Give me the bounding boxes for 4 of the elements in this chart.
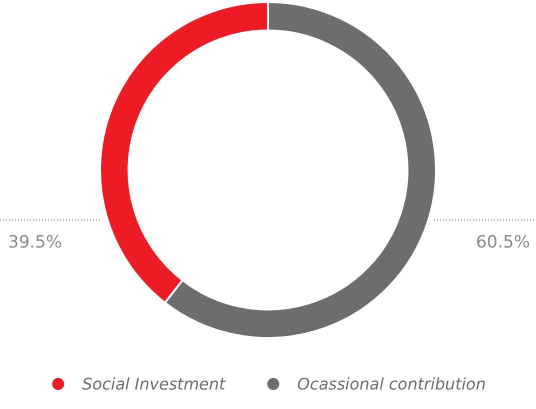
- data-label: 60.5%: [476, 232, 530, 252]
- legend-label: Ocassional contribution: [297, 374, 486, 394]
- legend-label: Social Investment: [82, 374, 226, 394]
- data-label: 39.5%: [8, 232, 62, 252]
